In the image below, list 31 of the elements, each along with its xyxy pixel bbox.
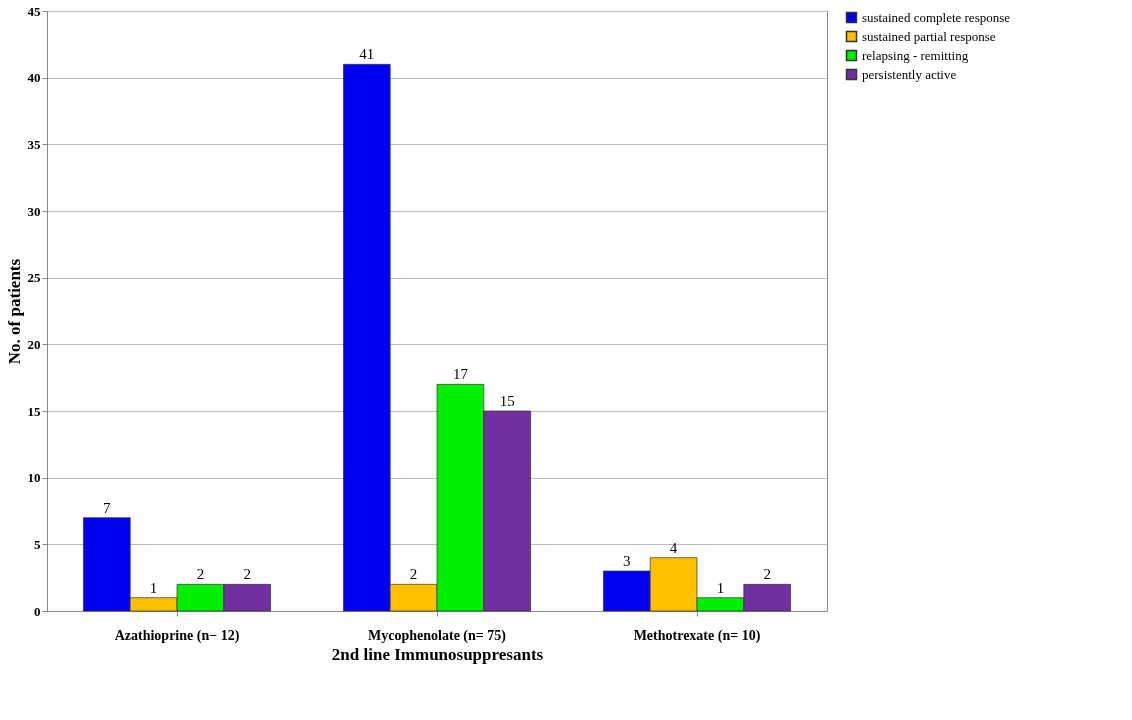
data-label: 1	[149, 579, 158, 596]
y-tick-label: 35	[27, 136, 41, 152]
y-tick-label: 45	[27, 3, 41, 19]
data-label: 4	[669, 539, 678, 556]
y-tick-label: 25	[27, 270, 41, 286]
legend-label: sustained complete response	[862, 9, 1011, 25]
x-tick-label: Mycophenolate (n= 75)	[368, 627, 507, 644]
y-tick-label: 5	[34, 536, 41, 552]
data-label: 15	[499, 393, 515, 409]
y-tick-label: 30	[27, 203, 41, 219]
data-label: 1	[716, 579, 725, 596]
data-label: 7	[103, 499, 112, 516]
y-tick-label: 10	[27, 470, 41, 486]
data-label: 2	[763, 566, 771, 583]
data-label: 2	[243, 566, 251, 583]
data-label: 17	[452, 366, 469, 383]
legend-label: sustained partial response	[862, 28, 996, 44]
legend-label: relapsing - remitting	[862, 47, 969, 63]
y-tick-label: 40	[27, 70, 41, 86]
data-label: 2	[409, 566, 418, 583]
x-tick-label: Methotrexate (n= 10)	[633, 627, 761, 644]
y-tick-label: 15	[27, 403, 41, 419]
y-axis-title: No. of patients	[4, 258, 24, 365]
y-tick-label: 20	[27, 336, 41, 352]
data-label: 3	[623, 553, 631, 569]
x-axis-title: 2nd line Immunosuppresants	[331, 644, 544, 664]
data-label: 2	[196, 566, 205, 583]
x-tick-label: Azathioprine (n− 12)	[114, 627, 240, 644]
legend-label: persistently active	[862, 66, 957, 82]
y-tick-label: 0	[34, 603, 41, 619]
data-label: 41	[359, 46, 375, 63]
